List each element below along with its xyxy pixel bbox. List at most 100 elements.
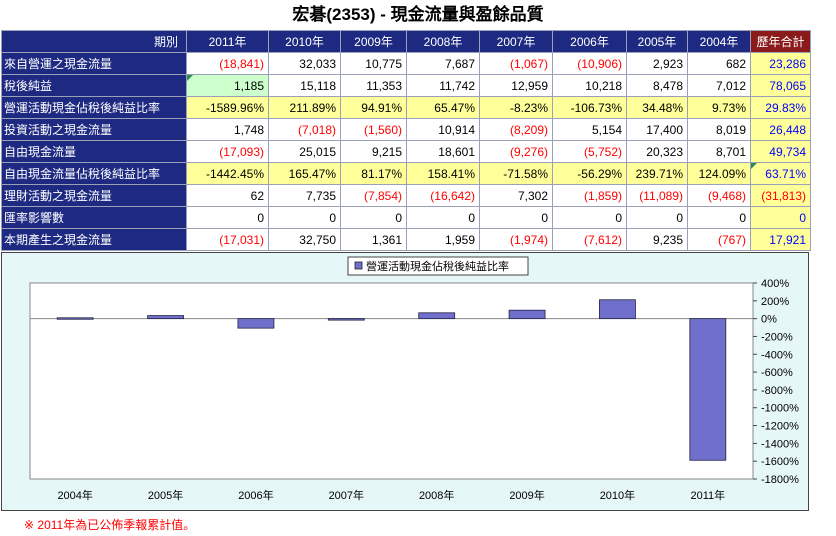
table-cell: 124.09% xyxy=(687,162,751,185)
table-cell: 11,353 xyxy=(340,74,407,97)
y-tick-label: -1400% xyxy=(761,438,799,450)
table-cell: 682 xyxy=(687,52,751,75)
row-label: 自由現金流量佔稅後純益比率 xyxy=(1,162,187,185)
table-cell: -71.58% xyxy=(479,162,553,185)
table-row: 理財活動之現金流量 62 7,735 (7,854) (16,642) 7,302 (1,8… xyxy=(1,184,811,207)
table-cell: 10,775 xyxy=(340,52,407,75)
table-cell: 0 xyxy=(626,206,688,229)
y-tick-label: 0% xyxy=(761,314,777,326)
x-tick-label: 2011年 xyxy=(690,488,725,502)
total-cell: 78,065 xyxy=(750,74,811,97)
year-header: 2010年 xyxy=(268,30,341,53)
cash-flow-table: 期別 2011年 2010年 2009年 2008年 2007年 2006年 2… xyxy=(1,30,811,251)
table-cell: 10,914 xyxy=(406,118,480,141)
y-tick-label: -400% xyxy=(761,349,793,361)
table-cell: 239.71% xyxy=(626,162,688,185)
y-tick-label: -1200% xyxy=(761,421,799,433)
bar xyxy=(56,317,94,320)
row-label: 來自營運之現金流量 xyxy=(1,52,187,75)
table-cell: 7,302 xyxy=(479,184,553,207)
legend-label: 營運活動現金佔稅後純益比率 xyxy=(366,259,509,273)
table-row: 自由現金流量 (17,093) 25,015 9,215 18,601 (9,276) (5… xyxy=(1,140,811,163)
chart-canvas: 營運活動現金佔稅後純益比率 400% 200% 0% -200% -400% -600% -8… xyxy=(29,256,799,502)
table-cell: 7,687 xyxy=(406,52,480,75)
table-cell: 158.41% xyxy=(406,162,480,185)
table-cell: (5,752) xyxy=(552,140,627,163)
table-cell: 0 xyxy=(340,206,407,229)
table-cell: 17,400 xyxy=(626,118,688,141)
bar xyxy=(418,312,456,320)
table-cell: 1,185 xyxy=(186,74,269,97)
table-cell: 165.47% xyxy=(268,162,341,185)
y-tick-label: -1000% xyxy=(761,403,799,415)
x-tick-label: 2008年 xyxy=(419,488,454,502)
table-row: 自由現金流量佔稅後純益比率 -1442.45% 165.47% 81.17% 158.4… xyxy=(1,162,811,185)
ratio-bar-chart: 營運活動現金佔稅後純益比率 400% 200% 0% -200% -400% -600% -8… xyxy=(1,252,809,511)
row-label: 自由現金流量 xyxy=(1,140,187,163)
total-cell: 23,286 xyxy=(750,52,811,75)
y-tick-label: -800% xyxy=(761,385,793,397)
x-tick-label: 2004年 xyxy=(57,488,92,502)
row-label: 理財活動之現金流量 xyxy=(1,184,187,207)
row-label: 投資活動之現金流量 xyxy=(1,118,187,141)
table-cell: 62 xyxy=(186,184,269,207)
y-tick-label: -600% xyxy=(761,367,793,379)
table-cell: 7,735 xyxy=(268,184,341,207)
legend-swatch xyxy=(354,261,363,270)
total-cell: 17,921 xyxy=(750,228,811,251)
page-title: 宏碁(2353) - 現金流量與盈餘品質 xyxy=(292,5,544,24)
year-header: 2004年 xyxy=(687,30,751,53)
table-cell: (9,468) xyxy=(687,184,751,207)
bar xyxy=(147,315,184,320)
y-tick-label: -200% xyxy=(761,331,793,343)
table-cell: 1,361 xyxy=(340,228,407,251)
table-header-row: 期別 2011年 2010年 2009年 2008年 2007年 2006年 2… xyxy=(1,30,811,53)
table-row: 匯率影響數 0 0 0 0 0 0 0 0 0 xyxy=(1,206,811,229)
table-cell: 15,118 xyxy=(268,74,341,97)
table-cell: (767) xyxy=(687,228,751,251)
x-tick-label: 2007年 xyxy=(329,488,364,502)
table-cell: 12,959 xyxy=(479,74,553,97)
y-tick-label: 200% xyxy=(761,296,789,308)
table-cell: 2,923 xyxy=(626,52,688,75)
table-row: 來自營運之現金流量 (18,841) 32,033 10,775 7,687 (1,067… xyxy=(1,52,811,75)
table-cell: (9,276) xyxy=(479,140,553,163)
table-cell: 9,235 xyxy=(626,228,688,251)
table-cell: 1,959 xyxy=(406,228,480,251)
x-tick-label: 2010年 xyxy=(600,488,635,502)
legend-box xyxy=(347,256,529,276)
year-header: 2007年 xyxy=(479,30,553,53)
table-cell: (7,612) xyxy=(552,228,627,251)
table-cell: 32,750 xyxy=(268,228,341,251)
table-cell: 9.73% xyxy=(687,96,751,119)
bar xyxy=(327,318,365,321)
table-cell: 0 xyxy=(406,206,480,229)
table-cell: 0 xyxy=(268,206,341,229)
y-tick-label: 400% xyxy=(761,278,789,290)
table-cell: 7,012 xyxy=(687,74,751,97)
table-cell: 8,019 xyxy=(687,118,751,141)
table-cell: -56.29% xyxy=(552,162,627,185)
plot-area xyxy=(29,282,754,480)
table-cell: (1,859) xyxy=(552,184,627,207)
bar xyxy=(689,318,727,461)
table-cell: -1589.96% xyxy=(186,96,269,119)
table-cell: 34.48% xyxy=(626,96,688,119)
footnote: ※ 2011年為已公佈季報累計值。 xyxy=(24,518,196,532)
table-cell: (17,093) xyxy=(186,140,269,163)
year-header: 2011年 xyxy=(186,30,269,53)
table-cell: (8,209) xyxy=(479,118,553,141)
table-cell: 5,154 xyxy=(552,118,627,141)
table-row: 稅後純益 1,185 15,118 11,353 11,742 12,959 10,218 8… xyxy=(1,74,811,97)
table-cell: 9,215 xyxy=(340,140,407,163)
total-cell: 49,734 xyxy=(750,140,811,163)
x-tick-label: 2006年 xyxy=(238,488,273,502)
table-cell: (18,841) xyxy=(186,52,269,75)
table-cell: (1,560) xyxy=(340,118,407,141)
table-cell: 1,748 xyxy=(186,118,269,141)
x-tick-label: 2009年 xyxy=(509,488,544,502)
table-cell: (7,018) xyxy=(268,118,341,141)
year-header: 2008年 xyxy=(406,30,480,53)
table-cell: 10,218 xyxy=(552,74,627,97)
bar xyxy=(237,318,275,329)
